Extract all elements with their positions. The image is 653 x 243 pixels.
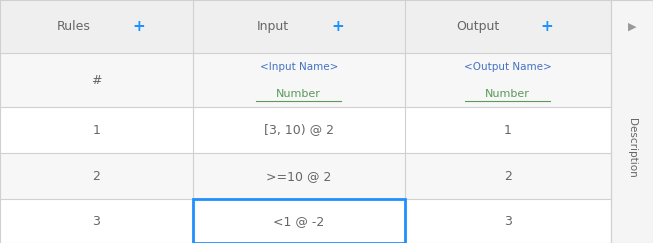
Bar <box>193 199 405 243</box>
Bar <box>0 107 193 153</box>
Bar <box>611 199 653 243</box>
Text: >=10 @ 2: >=10 @ 2 <box>266 170 332 183</box>
Text: +: + <box>133 19 145 34</box>
Text: 3: 3 <box>503 215 512 228</box>
Bar <box>405 0 611 53</box>
Bar <box>611 0 653 243</box>
Bar <box>611 107 653 153</box>
Text: Rules: Rules <box>57 20 90 33</box>
Bar <box>611 53 653 107</box>
Bar <box>405 53 611 107</box>
Bar <box>0 199 193 243</box>
Text: <1 @ -2: <1 @ -2 <box>273 215 325 228</box>
Text: [3, 10) @ 2: [3, 10) @ 2 <box>264 123 334 137</box>
Text: Output: Output <box>456 20 500 33</box>
Bar <box>193 53 405 107</box>
Text: #: # <box>91 74 102 87</box>
Bar <box>193 199 405 243</box>
Text: <Output Name>: <Output Name> <box>464 62 552 72</box>
Text: ▶: ▶ <box>628 22 636 32</box>
Text: 2: 2 <box>503 170 512 183</box>
Bar <box>611 153 653 199</box>
Bar <box>0 53 193 107</box>
Bar <box>0 153 193 199</box>
Bar <box>193 0 405 53</box>
Text: Input: Input <box>257 20 289 33</box>
Text: Description: Description <box>627 118 637 178</box>
Text: 1: 1 <box>92 123 101 137</box>
Text: <Input Name>: <Input Name> <box>259 62 338 72</box>
Text: 3: 3 <box>92 215 101 228</box>
Text: 2: 2 <box>92 170 101 183</box>
Bar <box>611 0 653 53</box>
Text: +: + <box>541 19 553 34</box>
Bar <box>193 107 405 153</box>
Text: Number: Number <box>485 88 530 99</box>
Bar <box>405 199 611 243</box>
Bar <box>193 153 405 199</box>
Text: Number: Number <box>276 88 321 99</box>
Bar <box>0 0 193 53</box>
Text: 1: 1 <box>503 123 512 137</box>
Bar <box>405 153 611 199</box>
Bar <box>405 107 611 153</box>
Text: +: + <box>332 19 344 34</box>
Bar <box>193 199 405 243</box>
